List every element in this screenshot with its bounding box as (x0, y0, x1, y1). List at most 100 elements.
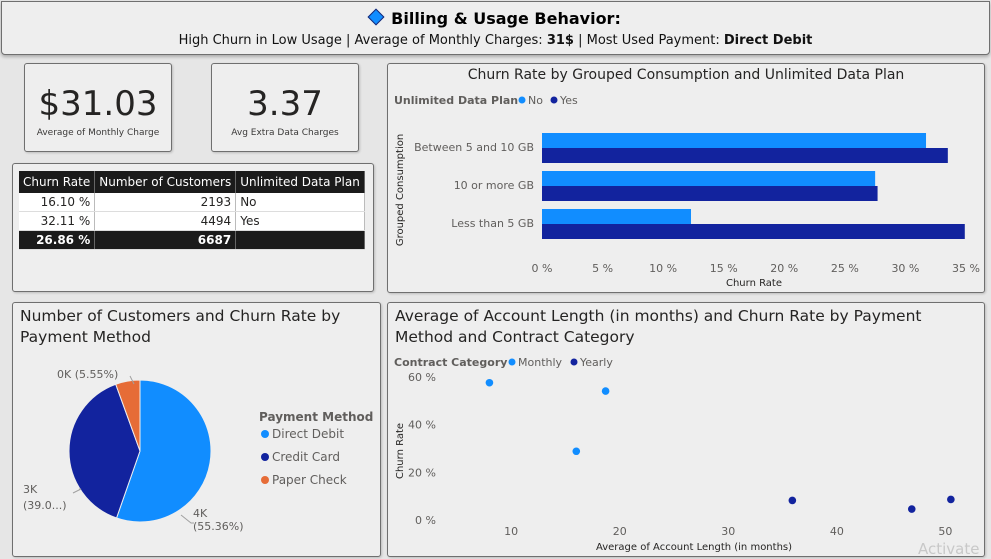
pie-chart-title: Number of Customers and Churn Rate by Pa… (20, 307, 341, 346)
scatter-chart-panel: Average of Account Length (in months) an… (387, 302, 985, 557)
pie-data-label: 4K (193, 507, 208, 520)
bar-yes (542, 148, 948, 163)
bar-no (542, 133, 927, 148)
pie-data-label: (39.0...) (23, 499, 67, 512)
legend-title: Payment Method (259, 410, 373, 424)
matrix-panel: Churn Rate Number of Customers Unlimited… (12, 163, 374, 292)
x-tick-label: 35 % (952, 262, 980, 275)
legend-marker (550, 96, 558, 104)
y-tick-label: 20 % (408, 466, 436, 479)
diamond-icon (367, 8, 385, 26)
subtitle-value-charges: 31$ (546, 33, 574, 48)
table-total-cell (235, 230, 365, 250)
table-header-row: Churn Rate Number of Customers Unlimited… (19, 171, 365, 193)
legend-label: Credit Card (272, 450, 340, 464)
scatter-point-monthly (601, 387, 610, 395)
legend-marker (518, 96, 526, 104)
legend-marker (508, 358, 516, 366)
table-cell: 16.10 % (19, 193, 96, 212)
page-title: Billing & Usage Behavior: (2, 8, 989, 28)
pie-leader-line (180, 514, 194, 524)
table-cell: 2193 (94, 193, 237, 212)
table-cell: 32.11 % (19, 211, 96, 231)
x-tick-label: 30 (721, 525, 735, 538)
pie-slice-paper-check (115, 379, 141, 452)
pie-data-label: 0K (5.55%) (57, 368, 118, 381)
scatter-point-yearly (907, 505, 916, 513)
x-tick-label: 40 (830, 525, 844, 538)
legend-marker (570, 358, 578, 366)
kpi-value: $31.03 (38, 84, 158, 124)
scatter-point-monthly (485, 378, 494, 387)
x-tick-label: 15 % (710, 262, 738, 275)
subtitle-text-2: | Most Used Payment: (573, 33, 724, 48)
legend-label: Yearly (579, 356, 613, 369)
pie-slice-credit-card (68, 383, 141, 519)
legend-marker (261, 430, 269, 438)
y-tick-label: 60 % (408, 371, 436, 384)
pie-data-label: 3K (23, 483, 38, 496)
category-label: Less than 5 GB (451, 217, 534, 230)
table-cell: 4494 (94, 211, 237, 231)
legend-marker (261, 453, 269, 461)
bar-chart: Unlimited Data Plan No Yes Grouped Consumpt… (394, 94, 980, 289)
watermark-text: Activate (918, 540, 980, 558)
kpi-card-monthly-charge[interactable]: $31.03 Average of Monthly Charge (24, 63, 172, 152)
subtitle-value-payment: Direct Debit (723, 33, 813, 48)
scatter-point-yearly (788, 496, 797, 505)
legend-label: Monthly (518, 356, 563, 369)
page-title-text: Billing & Usage Behavior: (391, 9, 621, 28)
bar-no (542, 171, 876, 186)
kpi-card-extra-data[interactable]: 3.37 Avg Extra Data Charges (211, 63, 359, 152)
kpi-value: 3.37 (247, 84, 323, 124)
kpi-label: Avg Extra Data Charges (231, 128, 339, 138)
bar-no (542, 209, 692, 224)
kpi-label: Average of Monthly Charge (36, 128, 160, 138)
category-label: 10 or more GB (454, 179, 534, 192)
legend-title: Contract Category (394, 356, 507, 369)
table-total-cell: 26.86 % (19, 230, 96, 250)
x-tick-label: 5 % (592, 262, 613, 275)
pie-leader-line (129, 375, 135, 385)
subtitle-text-1: High Churn in Low Usage | Average of Mon… (178, 33, 547, 48)
scatter-chart: Contract Category Monthly Yearly 0 % 20 % 40 … (394, 356, 955, 553)
legend-title: Unlimited Data Plan (394, 94, 518, 107)
x-axis-title: Churn Rate (726, 278, 782, 289)
pie-chart: 4K(55.36%) 3K (39.0...) 0K (5.55%) Payment M… (23, 368, 373, 533)
header-banner: Billing & Usage Behavior: High Churn in … (1, 1, 990, 55)
x-tick-label: 10 % (649, 262, 677, 275)
x-tick-label: 50 (938, 525, 952, 538)
bar-chart-title: Churn Rate by Grouped Consumption and Un… (467, 67, 905, 83)
churn-matrix-table[interactable]: Churn Rate Number of Customers Unlimited… (19, 171, 365, 250)
x-tick-label: 25 % (831, 262, 859, 275)
table-row[interactable]: 16.10 % 2193 No (19, 193, 365, 212)
legend-label: Direct Debit (272, 427, 344, 441)
x-axis-title: Average of Account Length (in months) (596, 542, 792, 553)
legend-label: Yes (559, 94, 578, 107)
legend-marker (261, 476, 269, 484)
y-tick-label: 0 % (415, 514, 436, 527)
column-header[interactable]: Number of Customers (94, 171, 237, 193)
scatter-point-monthly (572, 447, 581, 456)
column-header[interactable]: Unlimited Data Plan (235, 171, 365, 193)
pie-chart-panel: Number of Customers and Churn Rate by Pa… (12, 302, 381, 557)
bar-yes (542, 224, 965, 239)
bar-yes (542, 186, 878, 201)
legend-label: No (528, 94, 543, 107)
table-cell: No (235, 193, 365, 212)
category-label: Between 5 and 10 GB (414, 141, 534, 154)
bar-chart-panel: Churn Rate by Grouped Consumption and Un… (387, 63, 985, 293)
legend-label: Paper Check (272, 473, 347, 487)
page-subtitle: High Churn in Low Usage | Average of Mon… (2, 33, 989, 48)
y-tick-label: 40 % (408, 419, 436, 432)
column-header[interactable]: Churn Rate (19, 171, 96, 193)
pie-data-label: (55.36%) (193, 520, 244, 533)
scatter-point-yearly (947, 495, 955, 504)
table-row[interactable]: 32.11 % 4494 Yes (19, 211, 365, 231)
y-axis-title: Grouped Consumption (395, 134, 406, 246)
y-axis-title: Churn Rate (395, 423, 406, 479)
x-tick-label: 0 % (532, 262, 553, 275)
x-tick-label: 20 (613, 525, 627, 538)
x-tick-label: 20 % (770, 262, 798, 275)
x-tick-label: 10 (504, 525, 518, 538)
